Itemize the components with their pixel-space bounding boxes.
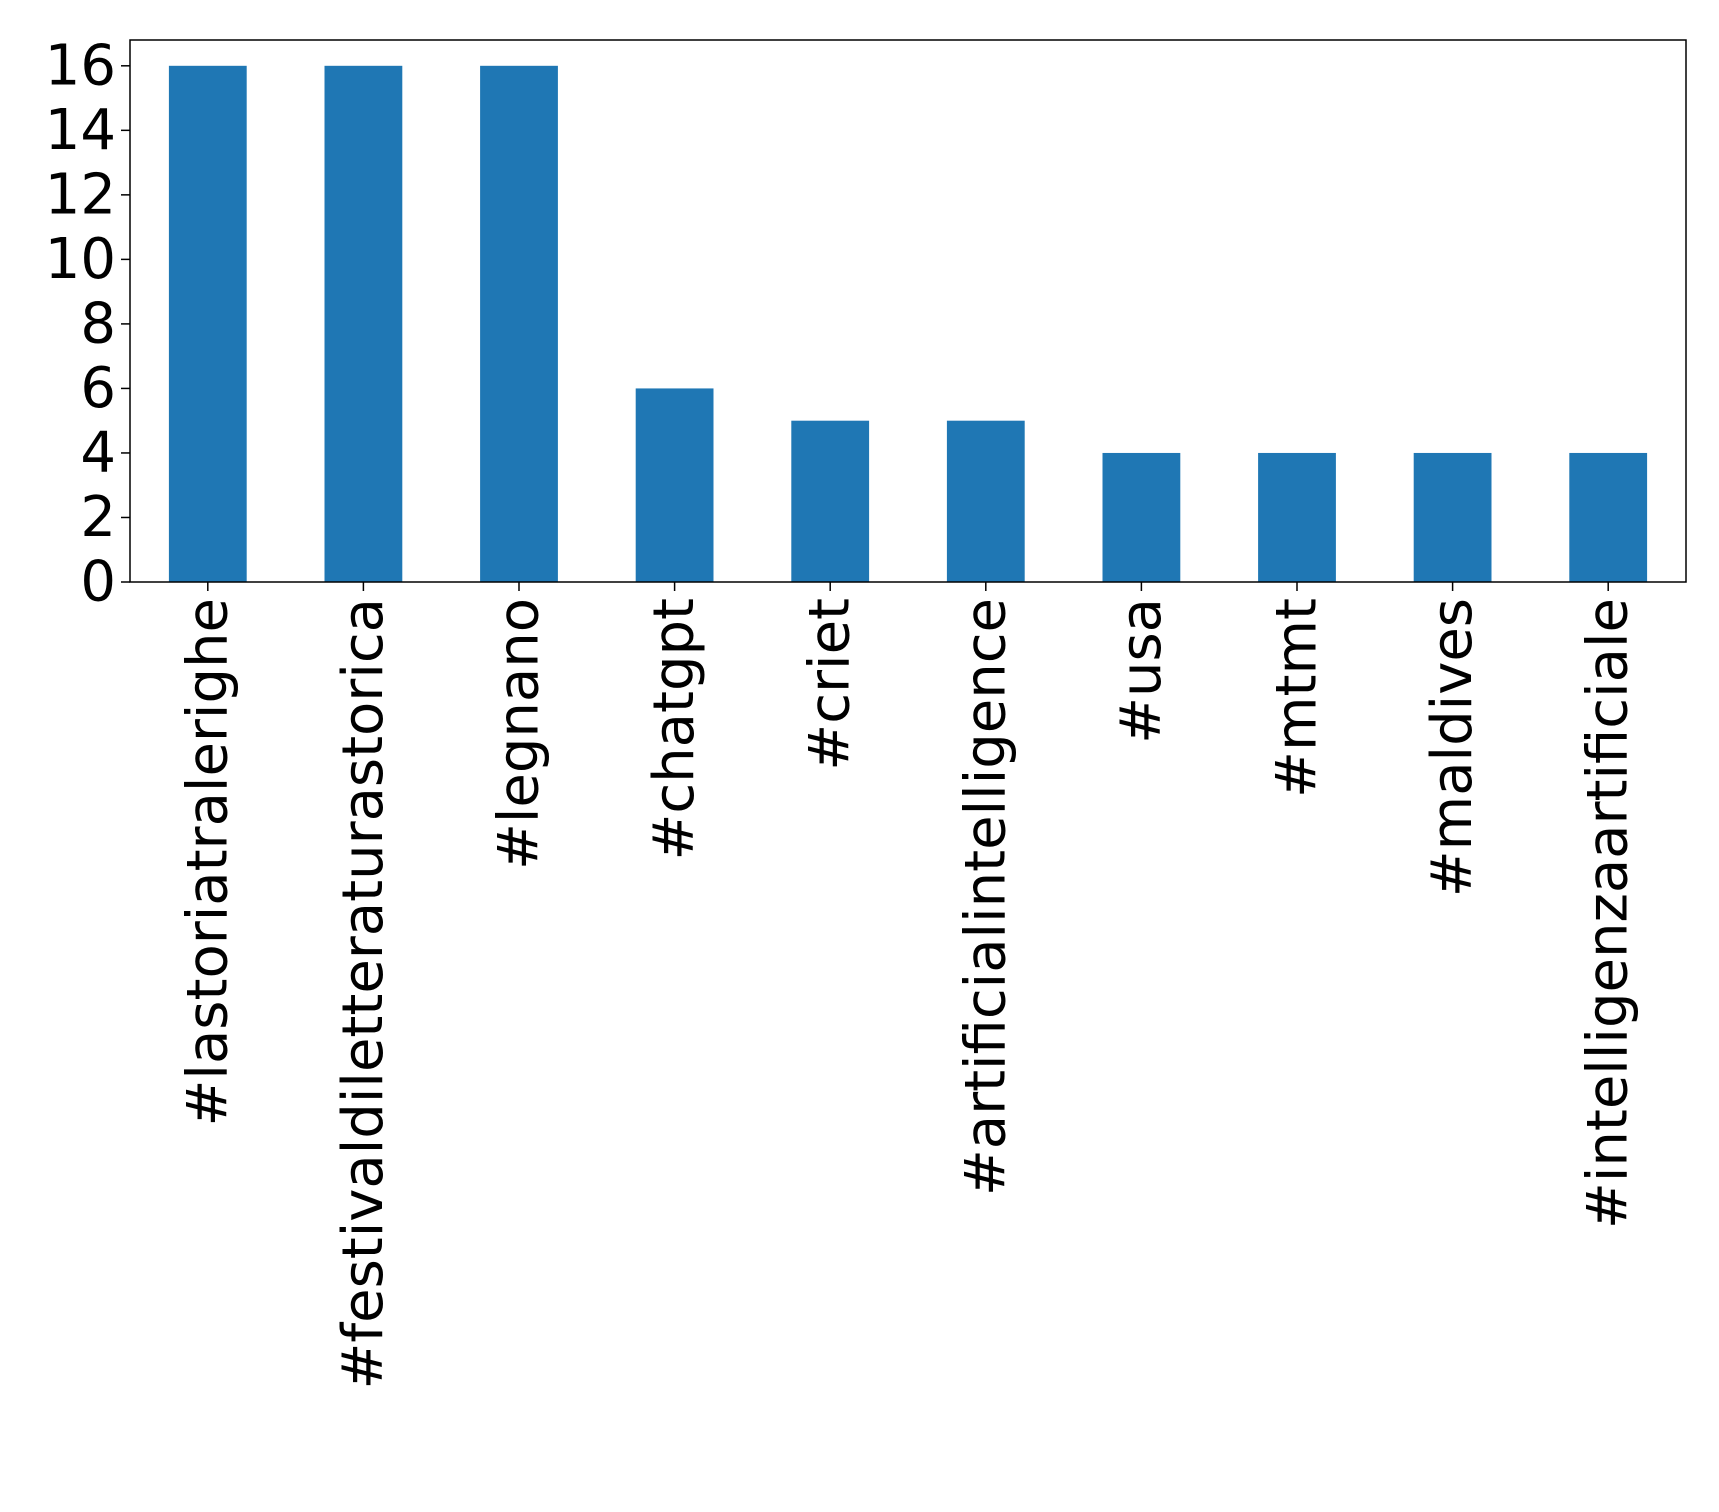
x-tick-label-3: #chatgpt bbox=[642, 598, 707, 861]
x-tick-label-4: #criet bbox=[798, 598, 863, 771]
bars-group bbox=[168, 65, 1648, 583]
y-tick-label-3: 6 bbox=[80, 356, 116, 421]
bar-3 bbox=[635, 388, 714, 582]
x-axis: #lastoriatralerighe #festivaldiletteratur… bbox=[175, 582, 1641, 1390]
bar-9 bbox=[1569, 452, 1648, 582]
bar-5 bbox=[946, 420, 1025, 582]
y-tick-label-1: 2 bbox=[80, 485, 116, 550]
y-tick-label-5: 10 bbox=[45, 227, 116, 292]
bar-4 bbox=[791, 420, 870, 582]
x-tick-label-9: #intelligenzaartificiale bbox=[1576, 598, 1641, 1229]
bar-0 bbox=[168, 65, 247, 583]
x-tick-label-1: #festivaldiletteraturastorica bbox=[331, 598, 396, 1390]
bar-8 bbox=[1413, 452, 1492, 582]
y-tick-label-2: 4 bbox=[80, 420, 116, 485]
bar-1 bbox=[324, 65, 403, 583]
y-tick-label-8: 16 bbox=[45, 33, 116, 98]
x-tick-label-5: #artificialintelligence bbox=[953, 598, 1018, 1196]
x-tick-label-0: #lastoriatralerighe bbox=[175, 598, 240, 1126]
y-tick-label-4: 8 bbox=[80, 291, 116, 356]
bar-2 bbox=[480, 65, 558, 583]
y-tick-label-7: 14 bbox=[45, 98, 116, 163]
bar-6 bbox=[1102, 452, 1181, 582]
x-tick-label-8: #maldives bbox=[1420, 598, 1485, 897]
x-tick-label-6: #usa bbox=[1109, 598, 1174, 744]
x-tick-label-2: #legnano bbox=[487, 598, 552, 870]
y-tick-label-0: 0 bbox=[80, 550, 116, 615]
bar-7 bbox=[1258, 452, 1336, 582]
x-tick-label-7: #mtmt bbox=[1265, 598, 1330, 798]
y-tick-label-6: 12 bbox=[45, 162, 116, 227]
plot-frame bbox=[129, 39, 1687, 583]
